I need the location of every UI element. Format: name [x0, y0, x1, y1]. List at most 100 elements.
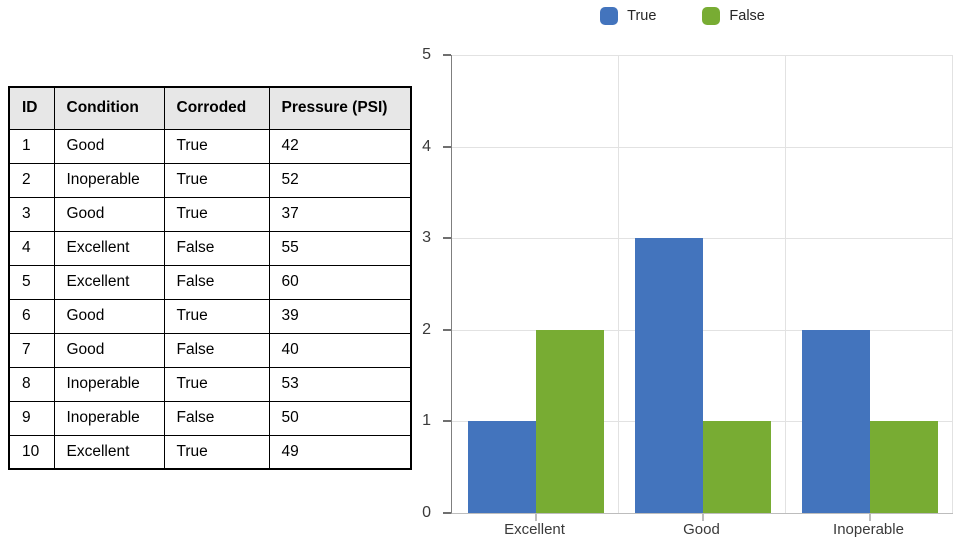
legend-item-true: True: [600, 7, 656, 25]
legend-item-false: False: [702, 7, 765, 25]
table-cell: False: [163, 400, 270, 436]
table-cell: Excellent: [53, 264, 165, 300]
x-tick-label-excellent: Excellent: [504, 521, 565, 538]
table-cell: Good: [53, 332, 165, 368]
table-row: 7 Good False 40: [8, 332, 412, 368]
x-tick-good: [701, 514, 704, 521]
pipes-data-table: ID Condition Corroded Pressure (PSI) 1 Good T…: [8, 86, 412, 470]
y-tick-2: [443, 328, 451, 331]
table-cell: 52: [268, 162, 412, 198]
table-cell: 2: [8, 162, 55, 198]
table-cell: True: [163, 366, 270, 402]
x-tick-label-inoperable: Inoperable: [833, 521, 904, 538]
table-cell: 40: [268, 332, 412, 368]
legend-label-false: False: [729, 8, 765, 24]
legend-swatch-true: [600, 7, 619, 25]
x-axis-labels: Excellent Good Inoperable: [451, 521, 952, 540]
y-tick-5: [443, 54, 451, 56]
table-cell: 53: [268, 366, 412, 402]
bar-true-good: [634, 238, 703, 513]
y-tick-label-2: 2: [422, 320, 431, 338]
x-tick-label-good: Good: [683, 521, 720, 538]
table-row: 9 Inoperable False 50: [8, 400, 412, 436]
bar-group-good: [619, 55, 786, 513]
table-cell: 10: [8, 434, 55, 470]
table-row: 3 Good True 37: [8, 196, 412, 232]
gridline-y-5: [452, 55, 953, 56]
table-cell: Good: [53, 128, 165, 164]
table-cell: 6: [8, 298, 55, 334]
column-header-condition: Condition: [53, 86, 165, 130]
gridline-y-3: [452, 238, 953, 240]
column-header-pressure-psi-: Pressure (PSI): [268, 86, 412, 130]
table-cell: True: [163, 162, 270, 198]
bar-true-excellent: [467, 421, 536, 513]
y-tick-3: [443, 237, 451, 240]
column-header-corroded: Corroded: [163, 86, 270, 130]
table-cell: False: [163, 264, 270, 300]
table-row: 1 Good True 42: [8, 128, 412, 164]
table-cell: 37: [268, 196, 412, 232]
x-tick-inoperable: [868, 514, 871, 521]
table-row: 10 Excellent True 49: [8, 434, 412, 470]
table-row: 5 Excellent False 60: [8, 264, 412, 300]
table-cell: 8: [8, 366, 55, 402]
table-cell: True: [163, 196, 270, 232]
gridline-y-2: [452, 329, 953, 331]
table-cell: Inoperable: [53, 400, 165, 436]
table-cell: 50: [268, 400, 412, 436]
gridline-x-2: [784, 55, 786, 513]
table-cell: False: [163, 230, 270, 266]
table-cell: Good: [53, 298, 165, 334]
y-tick-4: [443, 145, 451, 148]
y-tick-label-3: 3: [422, 229, 431, 247]
table-cell: True: [163, 128, 270, 164]
table-cell: Inoperable: [53, 366, 165, 402]
gridline-x-3: [952, 55, 953, 513]
table-header-row: ID Condition Corroded Pressure (PSI): [8, 86, 412, 130]
table-row: 2 Inoperable True 52: [8, 162, 412, 198]
y-tick-label-0: 0: [422, 504, 431, 521]
y-tick-label-4: 4: [422, 137, 431, 155]
x-tick-excellent: [534, 514, 537, 521]
chart-plot-area: [443, 54, 953, 521]
bar-group-inoperable: [786, 55, 953, 513]
table-cell: 60: [268, 264, 412, 300]
table-cell: False: [163, 332, 270, 368]
y-axis-labels: 0 1 2 3 4 5: [408, 46, 441, 521]
bar-group-excellent: [452, 55, 619, 513]
legend-label-true: True: [627, 8, 657, 24]
table-cell: Excellent: [53, 230, 165, 266]
table-cell: 7: [8, 332, 55, 368]
table-row: 4 Excellent False 55: [8, 230, 412, 266]
table-cell: 49: [268, 434, 412, 470]
column-header-id: ID: [8, 86, 55, 130]
table-cell: 9: [8, 400, 55, 436]
table-row: 6 Good True 39: [8, 298, 412, 334]
y-tick-0: [443, 512, 451, 514]
table-cell: 3: [8, 196, 55, 232]
table-cell: 42: [268, 128, 412, 164]
y-tick-1: [443, 420, 451, 423]
table-cell: Inoperable: [53, 162, 165, 198]
table-cell: 4: [8, 230, 55, 266]
y-tick-label-5: 5: [422, 46, 431, 63]
table-cell: 55: [268, 230, 412, 266]
y-tick-label-1: 1: [422, 412, 431, 430]
table-cell: 5: [8, 264, 55, 300]
legend-swatch-false: [702, 7, 721, 25]
gridline-x-1: [617, 55, 619, 513]
table-body: 1 Good True 42 2 Inoperable True 52 3 Good True 37 4…: [8, 128, 412, 470]
table-cell: Excellent: [53, 434, 165, 470]
bar-false-excellent: [535, 329, 604, 513]
chart-legend: True False: [432, 6, 933, 26]
table-cell: True: [163, 434, 270, 470]
table-cell: 39: [268, 298, 412, 334]
bar-false-inoperable: [869, 421, 938, 513]
table-cell: 1: [8, 128, 55, 164]
table-head: ID Condition Corroded Pressure (PSI): [8, 86, 412, 130]
bar-false-good: [702, 421, 771, 513]
table-cell: Good: [53, 196, 165, 232]
gridline-y-4: [452, 146, 953, 148]
